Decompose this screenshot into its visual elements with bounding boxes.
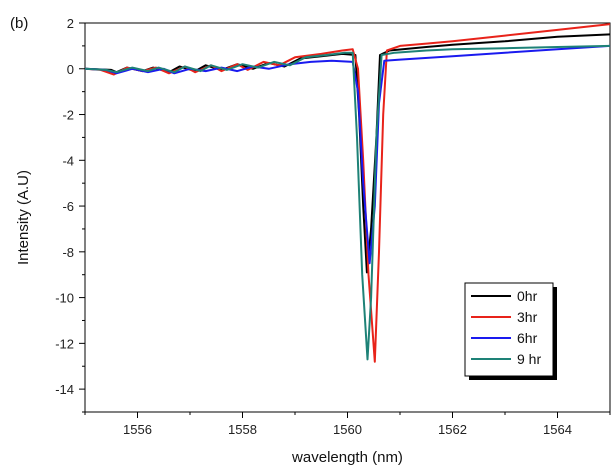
y-tick-label: -10 (55, 291, 74, 306)
legend-label: 0hr (517, 288, 538, 304)
x-tick-label: 1560 (333, 422, 362, 437)
x-axis-label: wavelength (nm) (291, 449, 403, 466)
y-axis-label: Intensity (A.U) (15, 170, 32, 265)
y-tick-label: 0 (67, 62, 74, 77)
series-line-3 (84, 44, 611, 361)
series-line-2 (84, 44, 611, 265)
legend-label: 6hr (517, 330, 538, 346)
y-tick-label: -6 (62, 199, 74, 214)
legend-box (464, 282, 554, 377)
x-tick-label: 1562 (438, 422, 467, 437)
y-tick-label: -12 (55, 336, 74, 351)
x-tick-label: 1564 (543, 422, 572, 437)
y-tick-label: 2 (67, 16, 74, 31)
legend-label: 9 hr (517, 351, 541, 367)
x-tick-label: 1556 (123, 422, 152, 437)
y-tick-label: -8 (62, 245, 74, 260)
legend-label: 3hr (517, 309, 538, 325)
panel-label: (b) (10, 15, 28, 32)
y-tick-label: -2 (62, 108, 74, 123)
y-tick-label: -4 (62, 153, 74, 168)
series-layer (84, 23, 611, 363)
axis-ticks: 1556 1558 1560 1562 1564 2 0 -2 -4 -6 -8 -10 -12 -14 (55, 16, 611, 437)
legend: 0hr 3hr 6hr 9 hr (464, 282, 557, 380)
x-tick-label: 1558 (228, 422, 257, 437)
y-tick-label: -14 (55, 382, 74, 397)
